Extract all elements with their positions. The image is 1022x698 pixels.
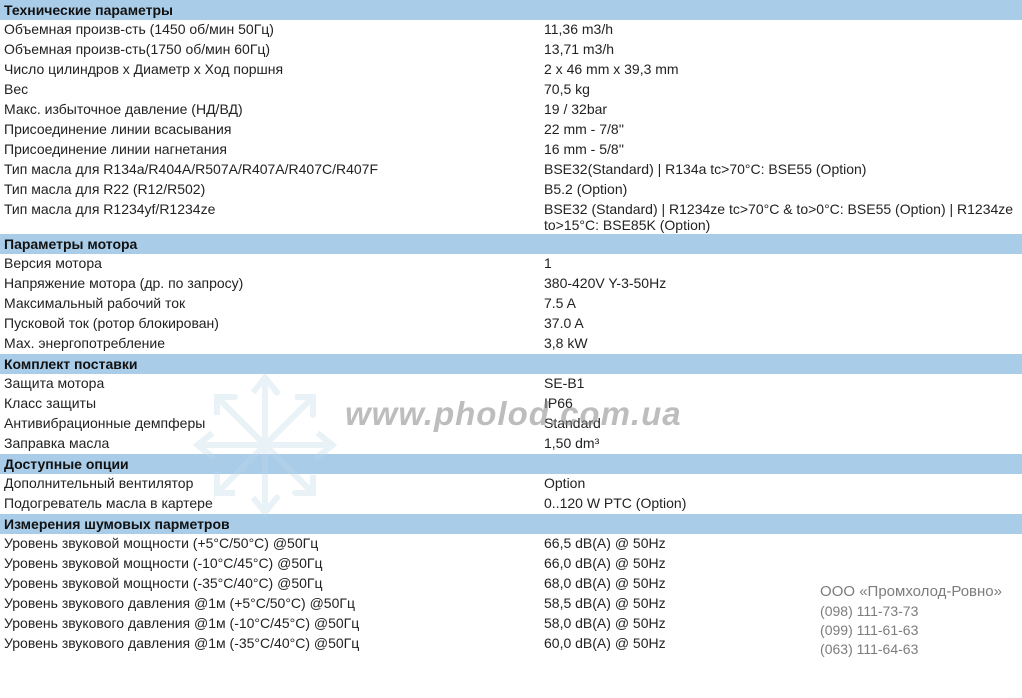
spec-row: Тип масла для R22 (R12/R502)B5.2 (Option… [0, 180, 1022, 200]
spec-label: Дополнительный вентилятор [4, 475, 544, 493]
spec-value: 1 [544, 255, 1018, 273]
spec-row: Уровень звуковой мощности (-35°C/40°C) @… [0, 574, 1022, 594]
spec-value: 2 x 46 mm x 39,3 mm [544, 61, 1018, 79]
spec-value: 7.5 A [544, 295, 1018, 313]
spec-label: Напряжение мотора (др. по запросу) [4, 275, 544, 293]
spec-row: Присоединение линии всасывания22 mm - 7/… [0, 120, 1022, 140]
spec-label: Уровень звуковой мощности (+5°C/50°C) @5… [4, 535, 544, 553]
spec-label: Класс защиты [4, 395, 544, 413]
spec-label: Присоединение линии всасывания [4, 121, 544, 139]
spec-table: Технические параметрыОбъемная произв-сть… [0, 0, 1022, 654]
spec-row: Защита мотораSE-B1 [0, 374, 1022, 394]
spec-value: Standard [544, 415, 1018, 433]
spec-value: 58,5 dB(A) @ 50Hz [544, 595, 1018, 613]
spec-label: Уровень звукового давления @1м (-10°C/45… [4, 615, 544, 633]
spec-value: 58,0 dB(A) @ 50Hz [544, 615, 1018, 633]
section-header: Комплект поставки [0, 354, 1022, 374]
spec-row: Макс. избыточное давление (НД/ВД)19 / 32… [0, 100, 1022, 120]
spec-value: 11,36 m3/h [544, 21, 1018, 39]
spec-value: 66,5 dB(A) @ 50Hz [544, 535, 1018, 553]
spec-label: Уровень звукового давления @1м (-35°C/40… [4, 635, 544, 653]
spec-label: Тип масла для R1234yf/R1234ze [4, 201, 544, 233]
spec-label: Заправка масла [4, 435, 544, 453]
spec-label: Вес [4, 81, 544, 99]
spec-row: Присоединение линии нагнетания16 mm - 5/… [0, 140, 1022, 160]
spec-row: Мах. энергопотребление3,8 kW [0, 334, 1022, 354]
spec-label: Присоединение линии нагнетания [4, 141, 544, 159]
spec-label: Объемная произв-сть (1450 об/мин 50Гц) [4, 21, 544, 39]
spec-row: Тип масла для R1234yf/R1234zeBSE32 (Stan… [0, 200, 1022, 234]
spec-row: Число цилиндров x Диаметр x Ход поршня2 … [0, 60, 1022, 80]
spec-label: Максимальный рабочий ток [4, 295, 544, 313]
spec-value: 1,50 dm³ [544, 435, 1018, 453]
spec-row: Пусковой ток (ротор блокирован)37.0 A [0, 314, 1022, 334]
spec-value: IP66 [544, 395, 1018, 413]
spec-row: Уровень звукового давления @1м (-10°C/45… [0, 614, 1022, 634]
spec-value: Option [544, 475, 1018, 493]
spec-row: Уровень звукового давления @1м (+5°C/50°… [0, 594, 1022, 614]
spec-label: Защита мотора [4, 375, 544, 393]
spec-value: 60,0 dB(A) @ 50Hz [544, 635, 1018, 653]
spec-label: Уровень звукового давления @1м (+5°C/50°… [4, 595, 544, 613]
spec-value: 22 mm - 7/8'' [544, 121, 1018, 139]
section-header: Технические параметры [0, 0, 1022, 20]
spec-value: BSE32(Standard) | R134a tc>70°C: BSE55 (… [544, 161, 1018, 179]
spec-value: 380-420V Y-3-50Hz [544, 275, 1018, 293]
spec-row: Дополнительный вентиляторOption [0, 474, 1022, 494]
spec-value: 19 / 32bar [544, 101, 1018, 119]
section-header: Измерения шумовых парметров [0, 514, 1022, 534]
spec-value: 66,0 dB(A) @ 50Hz [544, 555, 1018, 573]
spec-label: Уровень звуковой мощности (-35°C/40°C) @… [4, 575, 544, 593]
spec-row: Тип масла для R134a/R404A/R507A/R407A/R4… [0, 160, 1022, 180]
spec-row: Версия мотора1 [0, 254, 1022, 274]
spec-label: Число цилиндров x Диаметр x Ход поршня [4, 61, 544, 79]
spec-label: Тип масла для R22 (R12/R502) [4, 181, 544, 199]
spec-value: 0..120 W PTC (Option) [544, 495, 1018, 513]
spec-value: 37.0 A [544, 315, 1018, 333]
spec-value: 13,71 m3/h [544, 41, 1018, 59]
spec-row: Вес70,5 kg [0, 80, 1022, 100]
spec-label: Объемная произв-сть(1750 об/мин 60Гц) [4, 41, 544, 59]
spec-row: Класс защитыIP66 [0, 394, 1022, 414]
spec-label: Подогреватель масла в картере [4, 495, 544, 513]
spec-value: B5.2 (Option) [544, 181, 1018, 199]
spec-label: Антивибрационные демпферы [4, 415, 544, 433]
spec-label: Макс. избыточное давление (НД/ВД) [4, 101, 544, 119]
spec-row: Уровень звуковой мощности (-10°C/45°C) @… [0, 554, 1022, 574]
spec-row: Заправка масла1,50 dm³ [0, 434, 1022, 454]
spec-row: Объемная произв-сть (1450 об/мин 50Гц)11… [0, 20, 1022, 40]
spec-row: Уровень звуковой мощности (+5°C/50°C) @5… [0, 534, 1022, 554]
spec-label: Уровень звуковой мощности (-10°C/45°C) @… [4, 555, 544, 573]
spec-value: 70,5 kg [544, 81, 1018, 99]
spec-label: Мах. энергопотребление [4, 335, 544, 353]
spec-value: 68,0 dB(A) @ 50Hz [544, 575, 1018, 593]
spec-label: Тип масла для R134a/R404A/R507A/R407A/R4… [4, 161, 544, 179]
spec-value: BSE32 (Standard) | R1234ze tc>70°C & to>… [544, 201, 1018, 233]
spec-row: Объемная произв-сть(1750 об/мин 60Гц)13,… [0, 40, 1022, 60]
spec-row: Напряжение мотора (др. по запросу)380-42… [0, 274, 1022, 294]
spec-label: Версия мотора [4, 255, 544, 273]
section-header: Доступные опции [0, 454, 1022, 474]
spec-value: 16 mm - 5/8'' [544, 141, 1018, 159]
spec-row: Антивибрационные демпферыStandard [0, 414, 1022, 434]
spec-value: 3,8 kW [544, 335, 1018, 353]
spec-row: Максимальный рабочий ток7.5 A [0, 294, 1022, 314]
spec-row: Уровень звукового давления @1м (-35°C/40… [0, 634, 1022, 654]
section-header: Параметры мотора [0, 234, 1022, 254]
spec-row: Подогреватель масла в картере0..120 W PT… [0, 494, 1022, 514]
spec-value: SE-B1 [544, 375, 1018, 393]
spec-label: Пусковой ток (ротор блокирован) [4, 315, 544, 333]
